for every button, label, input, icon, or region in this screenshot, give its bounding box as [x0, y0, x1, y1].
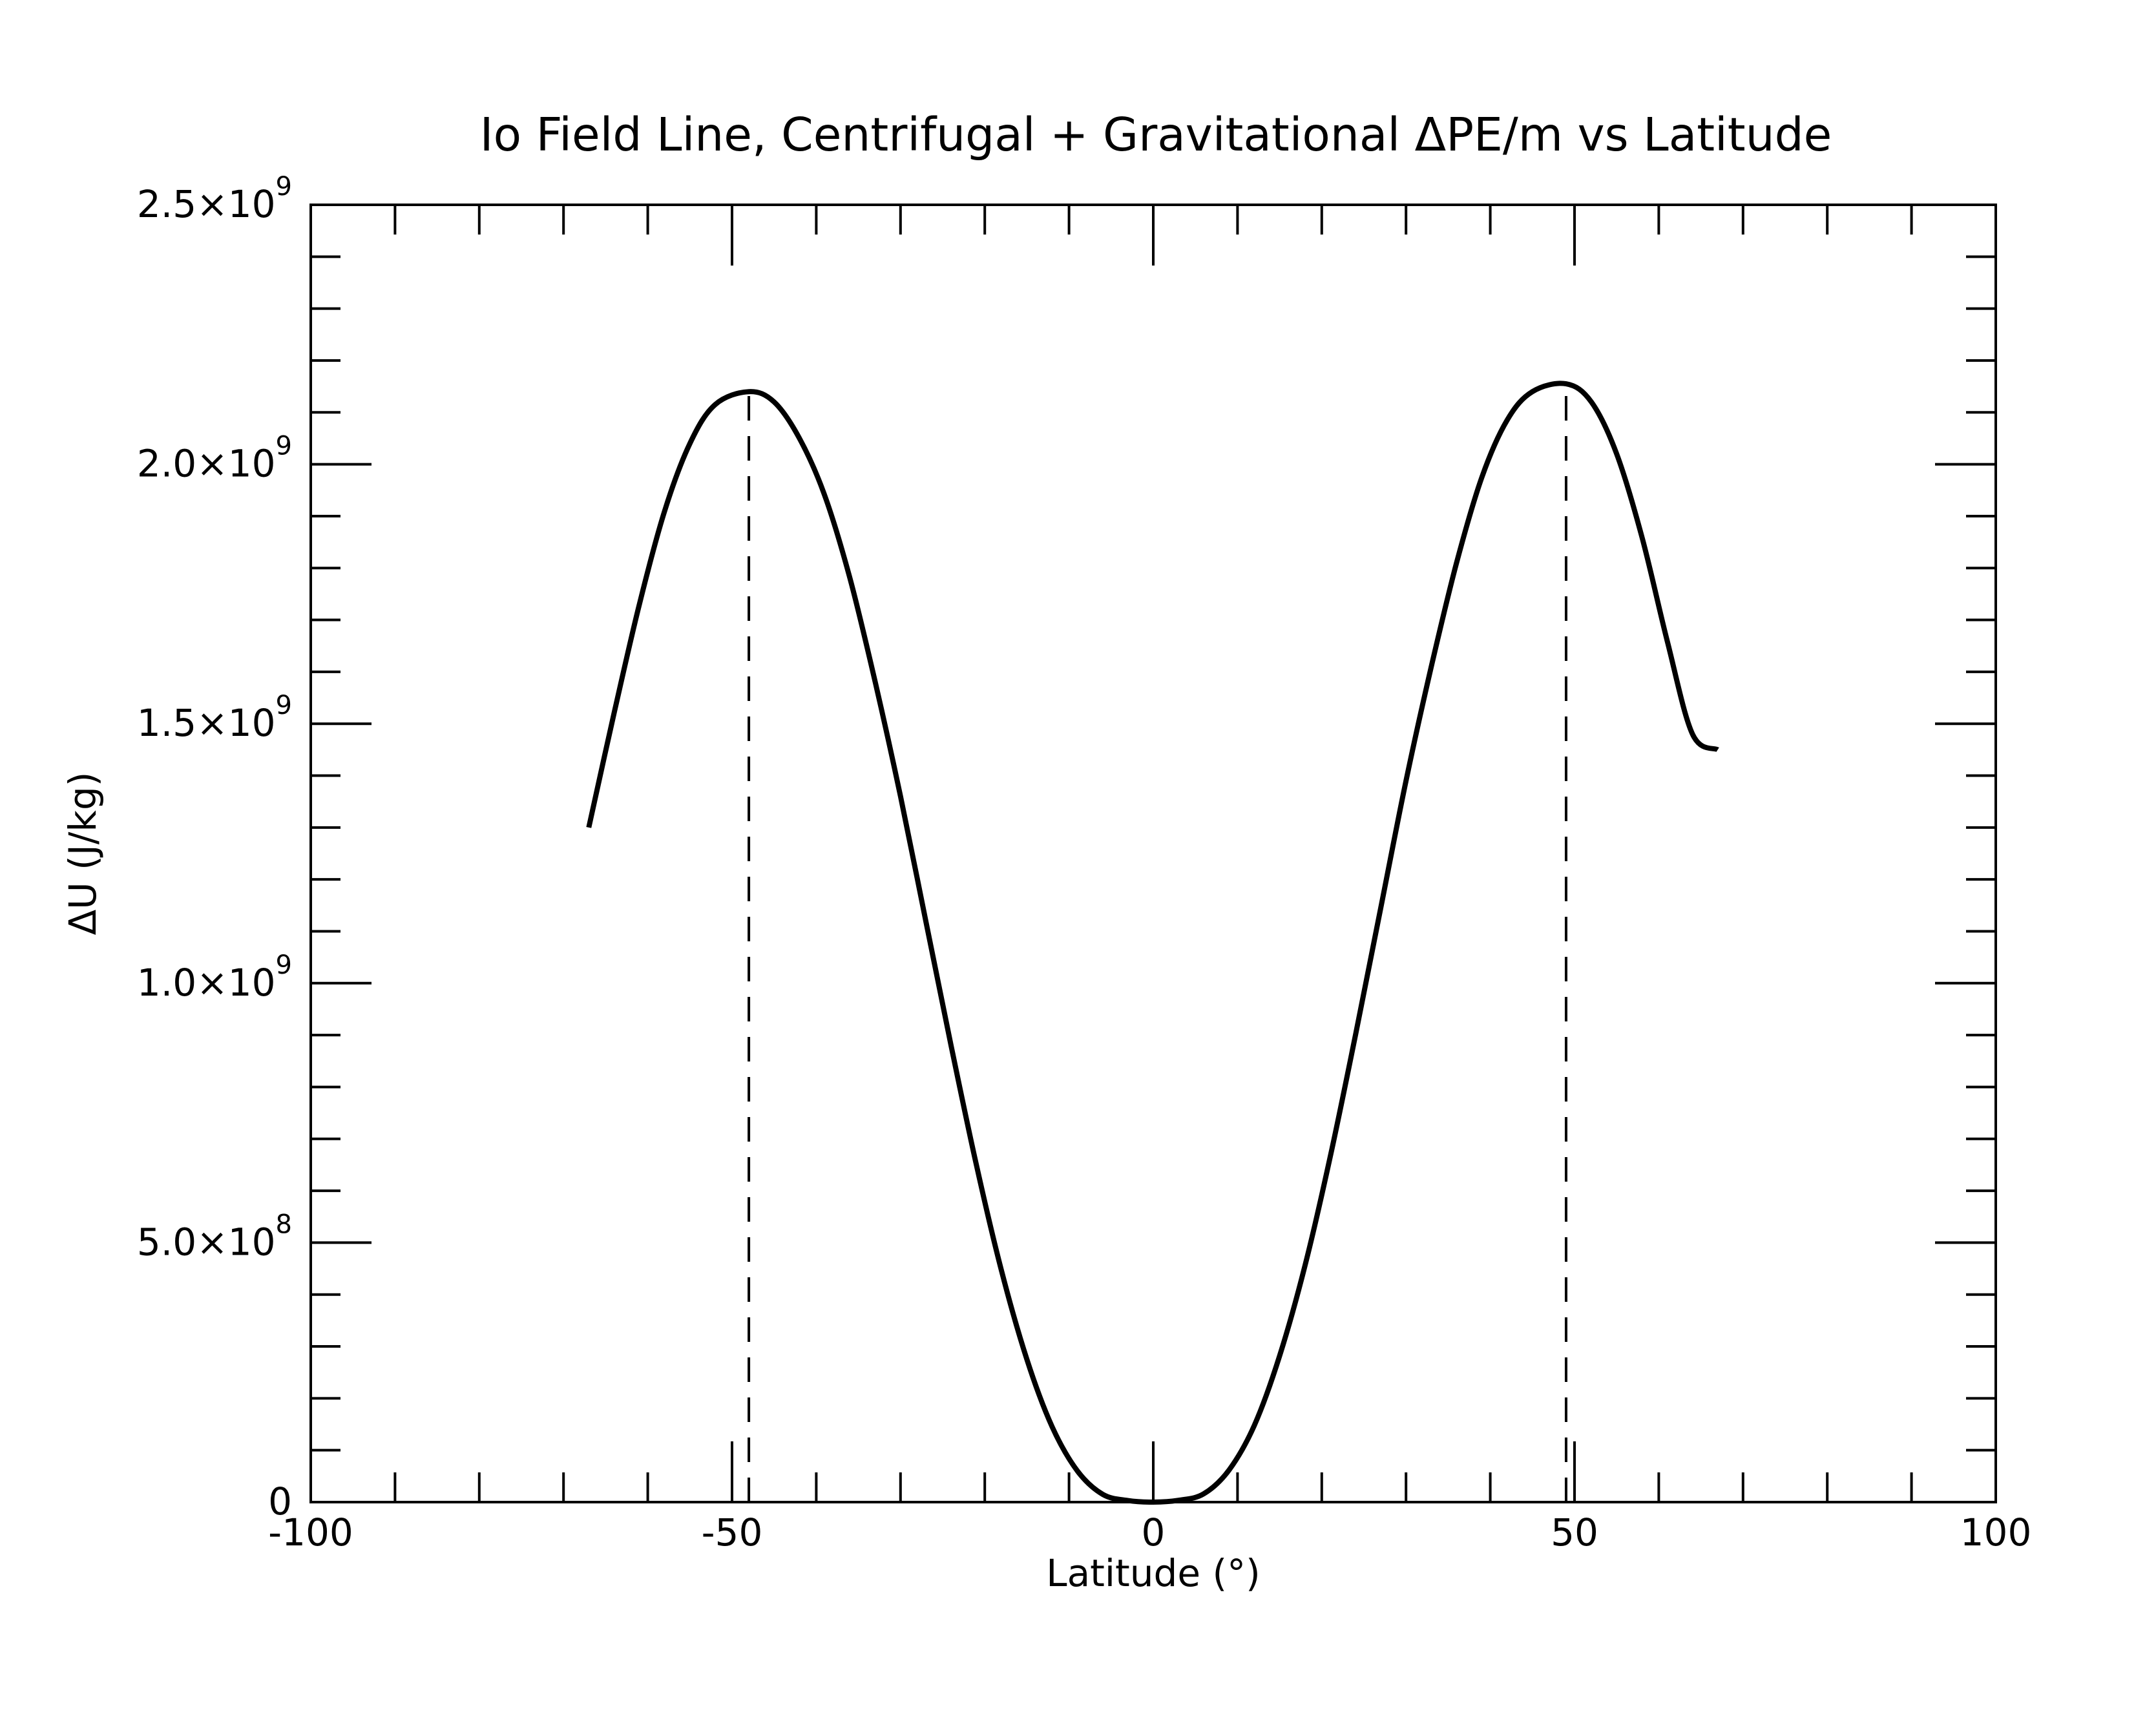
- x-tick-label: 50: [1551, 1511, 1598, 1554]
- x-axis-tick-labels: -100 -50 0 50 100: [268, 1511, 2031, 1554]
- y-axis-title: ΔU (J/kg): [61, 772, 105, 936]
- plot-area: [309, 204, 1997, 1505]
- x-tick-label: 0: [1142, 1511, 1166, 1554]
- y-axis-tick-labels: 0 5.0×108 1.0×109 1.5×109 2.0×109 2.5×109: [137, 172, 292, 1523]
- y-tick-label: 2.5×109: [137, 172, 292, 226]
- x-tick-label: 100: [1960, 1511, 2032, 1554]
- y-tick-label: 1.5×109: [137, 691, 292, 745]
- chart-title: Io Field Line, Centrifugal + Gravitation…: [480, 108, 1832, 162]
- y-tick-label: 0: [268, 1479, 292, 1523]
- reference-lines: [748, 392, 1567, 1502]
- y-tick-label: 1.0×109: [137, 950, 292, 1005]
- y-tick-label: 2.0×109: [137, 432, 292, 486]
- y-tick-label: 5.0×108: [137, 1209, 292, 1264]
- x-tick-label: -100: [268, 1511, 353, 1554]
- axis-ticks: [309, 204, 1997, 1503]
- x-tick-label: -50: [702, 1511, 763, 1554]
- x-axis-title: Latitude (°): [1046, 1551, 1260, 1595]
